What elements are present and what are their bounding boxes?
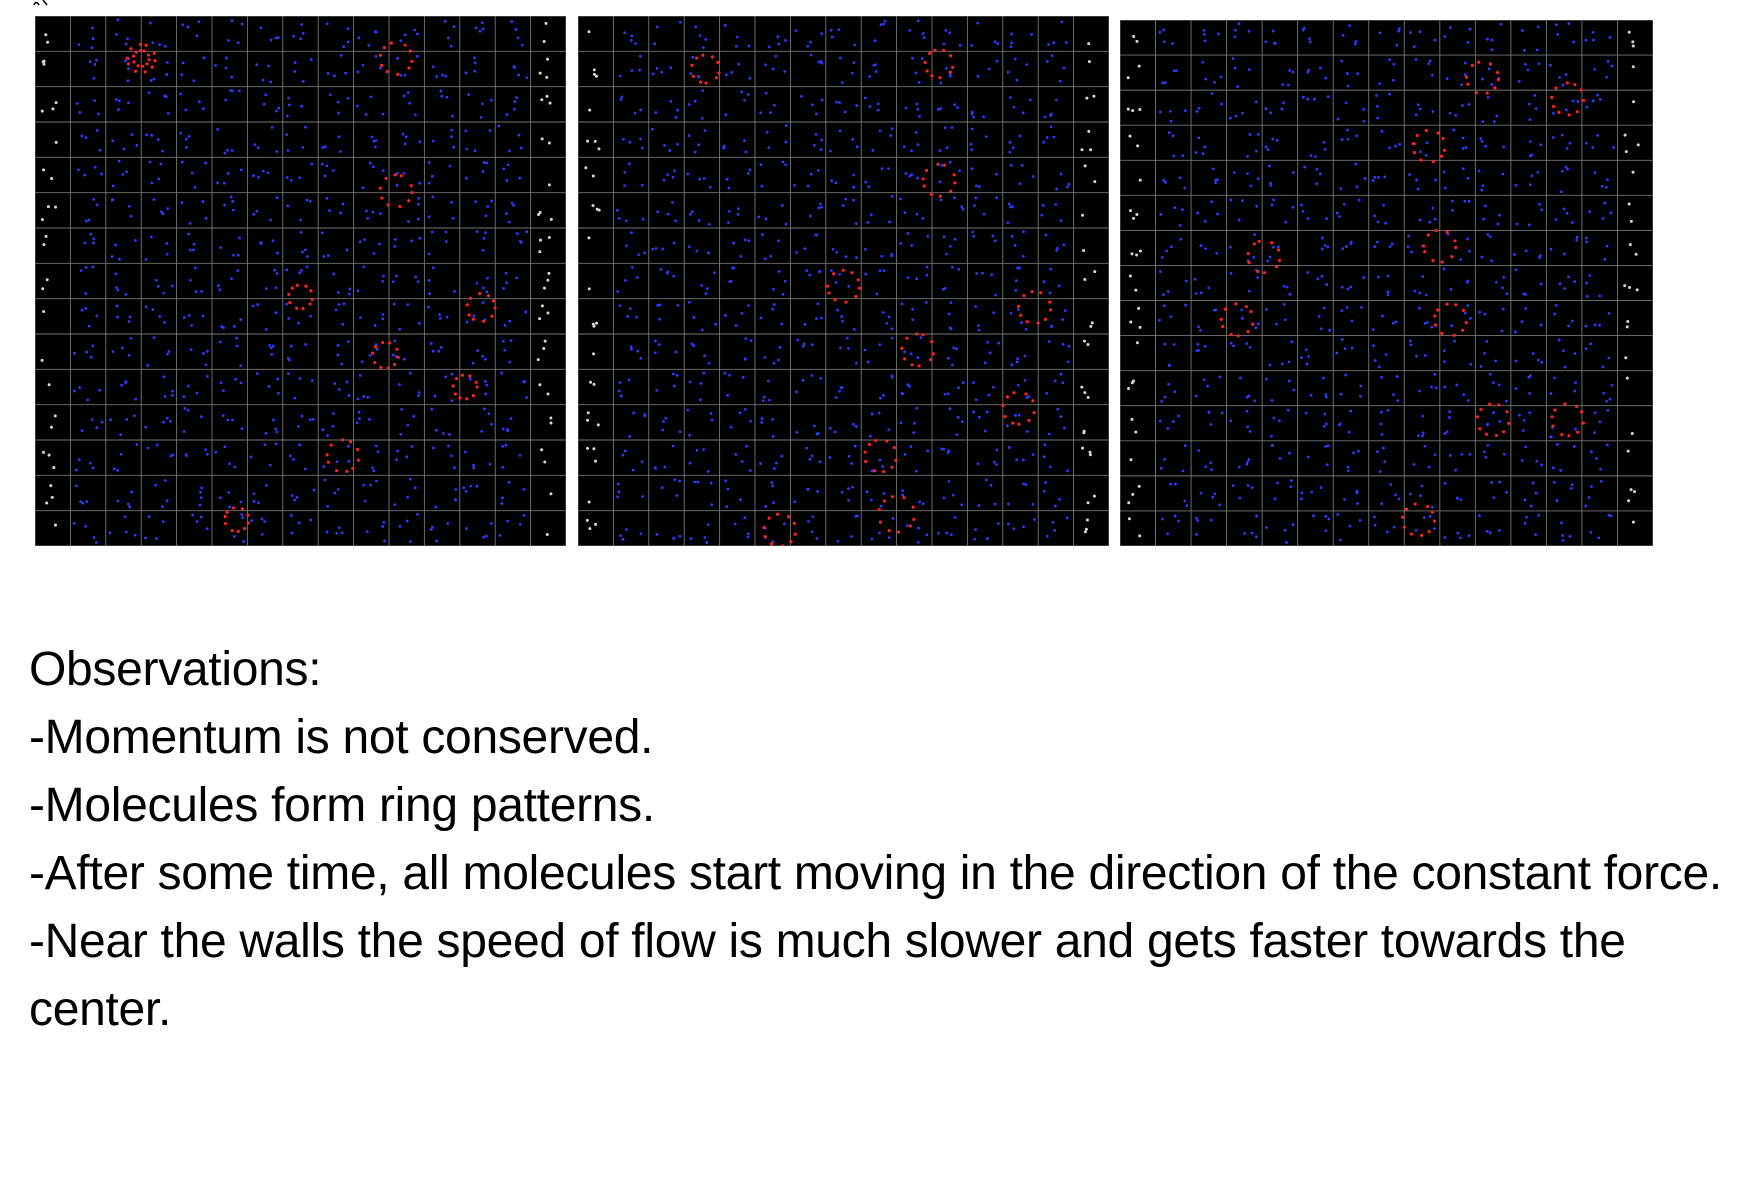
simulation-panel-1 bbox=[35, 16, 566, 546]
panel-background bbox=[1120, 20, 1653, 546]
grid-lines bbox=[578, 16, 1109, 546]
grid-lines bbox=[35, 16, 566, 546]
observation-item: -After some time, all molecules start mo… bbox=[29, 847, 1722, 900]
simulation-panel-3 bbox=[1120, 20, 1653, 546]
fluid-particles bbox=[72, 18, 529, 544]
ring-particles bbox=[125, 41, 497, 534]
panel-background bbox=[578, 16, 1109, 546]
ring-particles bbox=[1219, 60, 1586, 537]
fluid-particles bbox=[616, 19, 1071, 544]
panel-background bbox=[35, 16, 566, 546]
wall-particles bbox=[584, 30, 1097, 534]
wall-particles bbox=[40, 21, 553, 536]
grid-lines bbox=[1120, 20, 1653, 546]
observation-item: -Momentum is not conserved. bbox=[29, 711, 654, 764]
simulation-panel-2 bbox=[578, 16, 1109, 546]
observation-item: -Near the walls the speed of flow is muc… bbox=[29, 915, 1626, 1036]
wall-particles bbox=[1126, 30, 1640, 538]
observation-item: -Molecules form ring patterns. bbox=[29, 779, 655, 832]
ring-particles bbox=[690, 48, 1053, 546]
observations-heading: Observations: bbox=[29, 643, 322, 696]
simulation-panels bbox=[0, 0, 1764, 560]
cropped-label-fragment bbox=[33, 0, 48, 6]
fluid-particles bbox=[1158, 22, 1615, 544]
observations: Observations: -Momentum is not conserved… bbox=[29, 636, 1749, 1044]
